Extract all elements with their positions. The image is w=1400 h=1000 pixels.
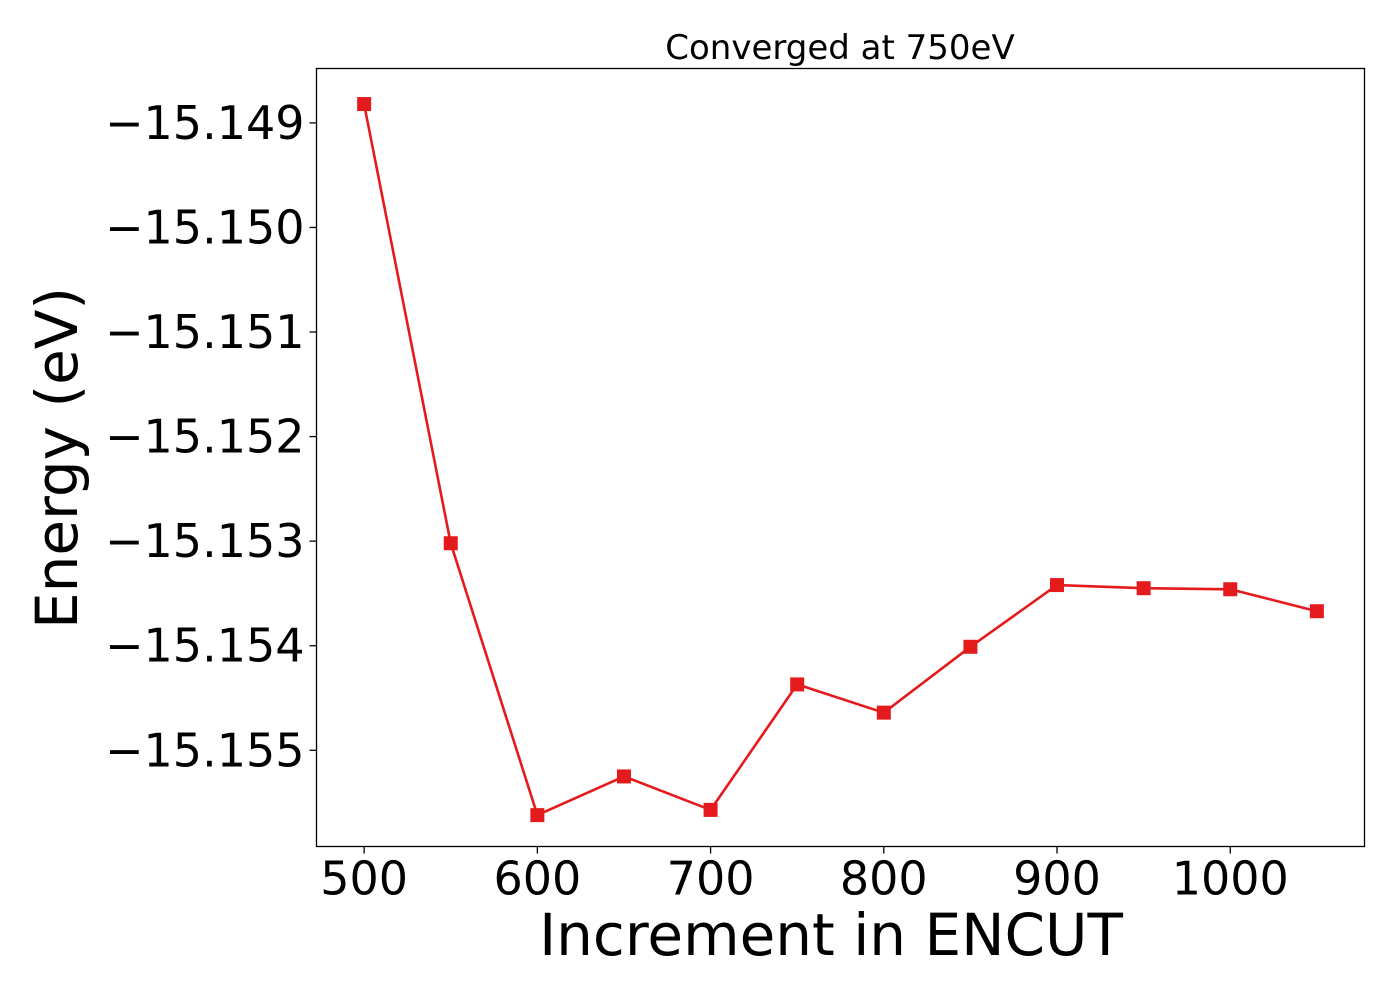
- x-tick-label: 700: [667, 852, 755, 906]
- data-point-marker: [1309, 604, 1324, 619]
- y-tick-label: −15.154: [105, 619, 305, 673]
- y-tick-label: −15.152: [105, 410, 305, 464]
- x-tick-label: 800: [840, 852, 928, 906]
- chart-title: Converged at 750eV: [665, 28, 1014, 68]
- data-point-marker: [616, 769, 631, 784]
- data-point-marker: [443, 536, 458, 551]
- data-point-marker: [530, 808, 545, 823]
- data-point-marker: [876, 705, 891, 720]
- data-point-marker: [790, 677, 805, 692]
- series-line: [362, 103, 1318, 817]
- x-axis-ticks: 500 600 700 800 900 1000: [320, 846, 1289, 906]
- series-layer: [357, 97, 1324, 823]
- y-tick-label: −15.149: [105, 96, 305, 150]
- y-axis-label: Energy (eV): [23, 287, 91, 629]
- y-tick-label: −15.151: [105, 305, 305, 359]
- data-point-marker: [703, 802, 718, 817]
- data-point-marker: [963, 639, 978, 654]
- x-axis-label: Increment in ENCUT: [539, 901, 1123, 969]
- x-tick-label: 900: [1013, 852, 1101, 906]
- data-point-marker: [357, 97, 372, 112]
- y-tick-label: −15.155: [105, 723, 305, 777]
- x-tick-label: 600: [493, 852, 581, 906]
- y-axis-ticks: −15.149 −15.150 −15.151 −15.152 −15.153 −15.1…: [105, 96, 317, 777]
- plot-frame: [315, 67, 1366, 848]
- data-point-marker: [1050, 578, 1065, 593]
- y-tick-label: −15.150: [105, 200, 305, 254]
- x-tick-label: 500: [320, 852, 408, 906]
- x-tick-label: 1000: [1172, 852, 1289, 906]
- data-point-marker: [1136, 581, 1151, 596]
- data-point-marker: [1223, 582, 1238, 597]
- y-tick-label: −15.153: [105, 514, 305, 568]
